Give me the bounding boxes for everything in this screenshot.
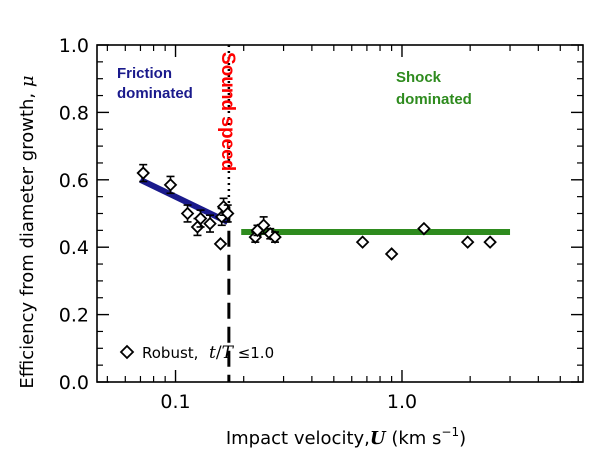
- data-point: [460, 235, 475, 249]
- x-axis-title-units-close: ): [459, 428, 466, 449]
- x-axis-title-units: (km s: [386, 428, 442, 449]
- plot-axes: 0.0 0.2 0.4 0.6 0.8 1.0 0.1 1.0: [59, 35, 584, 413]
- data-point: [483, 235, 497, 249]
- x-tick-label: 1.0: [387, 391, 417, 413]
- data-point: [268, 230, 282, 244]
- y-axis-title-text: Efficiency from diameter growth,: [17, 87, 38, 388]
- data-points: [136, 163, 497, 261]
- legend-ratio-sep: /: [216, 343, 222, 363]
- legend-ratio-num: t: [209, 343, 216, 363]
- y-axis-title-var: μ: [17, 75, 38, 87]
- legend-label: Robust,: [142, 344, 198, 362]
- legend: Robust, t/T ≤1.0: [119, 343, 274, 363]
- data-point: [384, 247, 399, 261]
- data-point: [220, 206, 235, 221]
- legend-diamond-marker: [119, 344, 135, 360]
- legend-ratio: t/T ≤1.0: [209, 343, 274, 363]
- data-point: [163, 178, 178, 192]
- friction-annotation-line1: Friction: [117, 65, 172, 82]
- y-tick-label: 0.4: [59, 237, 89, 259]
- data-point: [417, 221, 431, 236]
- data-point: [136, 166, 150, 180]
- data-point: [193, 211, 208, 226]
- y-tick-label: 0.2: [59, 305, 89, 327]
- shock-annotation-line2: dominated: [396, 91, 472, 108]
- legend-ratio-rel: ≤1.0: [233, 344, 274, 362]
- x-axis-title-units-sup: −1: [441, 425, 459, 439]
- y-axis-title: Efficiency from diameter growth, μ: [17, 75, 38, 388]
- y-tick-label: 0.0: [59, 372, 89, 394]
- data-point: [203, 216, 217, 231]
- data-point: [180, 206, 195, 221]
- x-axis-title-prefix: Impact velocity,: [226, 428, 370, 449]
- data-point: [256, 218, 271, 233]
- legend-ratio-den: T: [222, 343, 235, 363]
- x-axis-title-var: U: [370, 428, 387, 449]
- sound-speed-label: Sound speed: [217, 52, 238, 171]
- x-axis-title: Impact velocity,U (km s−1): [226, 425, 466, 449]
- y-tick-label: 0.6: [59, 170, 89, 192]
- y-tick-label: 1.0: [59, 35, 89, 57]
- data-point: [355, 235, 370, 249]
- data-point: [213, 237, 228, 251]
- shock-annotation-line1: Shock: [396, 69, 442, 86]
- x-tick-label: 0.1: [160, 391, 190, 413]
- friction-annotation-line2: dominated: [117, 85, 193, 102]
- y-tick-label: 0.8: [59, 102, 89, 124]
